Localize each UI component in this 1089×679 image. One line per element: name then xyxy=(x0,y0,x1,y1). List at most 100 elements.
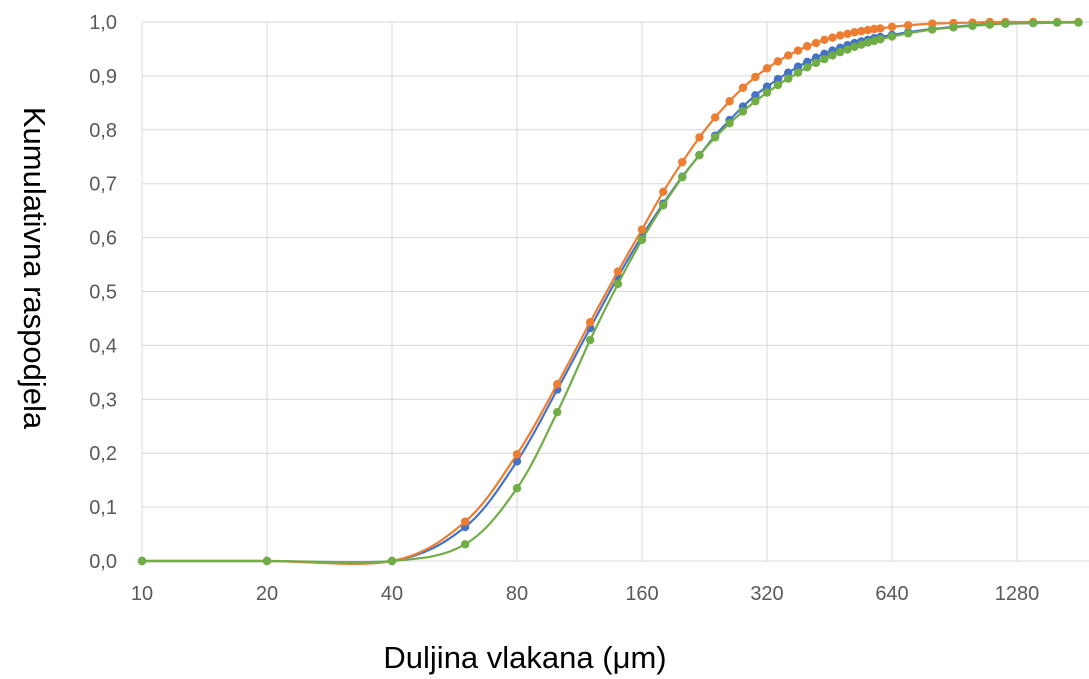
data-point xyxy=(843,45,852,54)
data-point xyxy=(613,279,623,289)
data-point xyxy=(725,97,734,106)
data-point xyxy=(835,31,845,40)
gridlines xyxy=(141,21,1089,562)
y-tick-label: 0,8 xyxy=(89,120,117,142)
data-point xyxy=(762,82,772,91)
series-2 xyxy=(137,17,1083,566)
data-point xyxy=(835,47,845,57)
data-point xyxy=(613,267,623,276)
data-point xyxy=(876,24,885,33)
data-point xyxy=(870,24,879,34)
data-point xyxy=(678,157,687,167)
data-point xyxy=(887,32,897,41)
data-point xyxy=(762,88,772,97)
data-point xyxy=(850,28,859,37)
x-tick-label: 40 xyxy=(381,583,403,605)
data-point xyxy=(857,26,866,36)
series-3 xyxy=(137,18,1083,566)
data-point xyxy=(850,42,859,51)
data-point xyxy=(695,133,704,142)
y-tick-label: 0,9 xyxy=(89,66,117,88)
data-point xyxy=(460,540,470,549)
x-tick-label: 640 xyxy=(875,583,908,605)
data-point xyxy=(863,25,873,35)
data-point xyxy=(512,450,522,459)
data-point xyxy=(710,133,720,142)
y-tick-label: 0,4 xyxy=(89,335,117,357)
data-point xyxy=(725,119,734,128)
data-point xyxy=(773,80,783,90)
x-tick-label: 20 xyxy=(256,583,278,605)
data-point xyxy=(262,556,272,566)
data-point xyxy=(585,335,595,345)
data-point xyxy=(637,235,647,244)
y-tick-label: 0,7 xyxy=(89,174,117,196)
data-point xyxy=(784,68,793,77)
data-point xyxy=(828,33,837,42)
data-point xyxy=(773,57,783,66)
data-point xyxy=(887,22,897,32)
y-tick-label: 0,2 xyxy=(89,443,117,465)
data-point xyxy=(512,484,522,493)
data-point xyxy=(903,21,913,30)
data-point xyxy=(738,83,748,92)
y-tick-label: 0,6 xyxy=(89,228,117,250)
x-tick-label: 160 xyxy=(625,583,658,605)
data-point xyxy=(1001,19,1010,28)
data-point xyxy=(659,201,668,210)
y-tick-label: 0,5 xyxy=(89,282,117,304)
data-point xyxy=(460,517,470,526)
data-point xyxy=(784,51,793,60)
data-point xyxy=(803,42,812,51)
data-point xyxy=(387,556,397,566)
y-tick-label: 0,1 xyxy=(89,497,117,519)
data-point xyxy=(985,20,994,29)
data-point xyxy=(803,63,812,72)
data-point xyxy=(1028,18,1038,28)
data-point xyxy=(738,107,748,116)
data-point xyxy=(928,19,937,28)
data-point xyxy=(553,408,562,417)
data-point xyxy=(820,35,829,44)
x-axis-title: Duljina vlakana (μm) xyxy=(383,640,666,675)
data-point xyxy=(876,35,885,44)
x-tick-label: 80 xyxy=(506,583,528,605)
data-point xyxy=(928,25,937,34)
data-point xyxy=(710,113,720,122)
x-tick-label: 1280 xyxy=(995,583,1040,605)
data-point xyxy=(793,46,803,55)
data-point xyxy=(137,556,147,566)
y-axis-ticks: 0,0 0,1 0,2 0,3 0,4 0,5 0,6 0,7 0,8 0,9 1,0 xyxy=(89,12,117,573)
data-point xyxy=(793,68,803,77)
data-point xyxy=(695,150,704,160)
data-point xyxy=(1053,18,1062,27)
x-tick-label: 10 xyxy=(131,583,153,605)
x-tick-label: 320 xyxy=(750,583,783,605)
data-point xyxy=(773,74,783,84)
data-point xyxy=(949,23,958,32)
y-tick-label: 0,0 xyxy=(89,551,117,573)
data-point xyxy=(1074,18,1083,27)
data-point xyxy=(811,58,821,68)
x-axis-ticks: 10 20 40 80 160 320 640 1280 xyxy=(131,583,1039,605)
series-lines xyxy=(137,17,1083,566)
data-point xyxy=(784,74,793,83)
y-tick-label: 1,0 xyxy=(89,12,117,34)
data-point xyxy=(793,62,803,71)
data-point xyxy=(857,40,866,49)
data-point xyxy=(678,173,687,182)
data-point xyxy=(751,72,760,82)
y-tick-label: 0,3 xyxy=(89,389,117,411)
data-point xyxy=(585,318,595,327)
y-axis-title: Kumulativna raspodjela xyxy=(17,107,52,430)
data-point xyxy=(863,38,873,47)
series-line xyxy=(142,21,1079,565)
data-point xyxy=(637,225,647,234)
data-point xyxy=(843,29,852,39)
data-point xyxy=(820,54,829,64)
data-point xyxy=(762,64,772,73)
data-point xyxy=(751,91,760,100)
data-point xyxy=(659,187,668,196)
data-point xyxy=(903,29,913,38)
